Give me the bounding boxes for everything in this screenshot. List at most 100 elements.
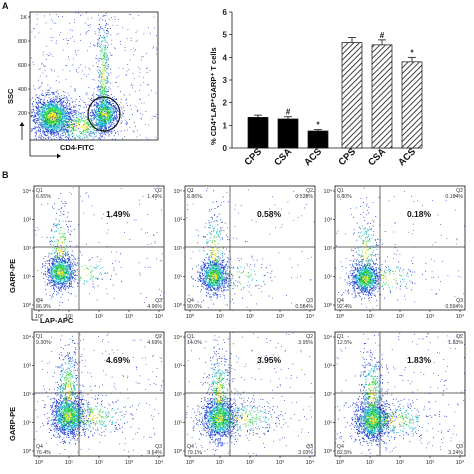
- facs-top-dot: [157, 79, 159, 81]
- facs-top-dot: [79, 96, 81, 97]
- facs-dot: [54, 282, 56, 284]
- facs-top-dot: [46, 92, 48, 94]
- facs-top-dot: [61, 118, 62, 120]
- facs-dot: [61, 256, 63, 257]
- facs-dot: [61, 233, 63, 234]
- facs-top-dot: [46, 127, 47, 128]
- facs-top-dot: [97, 111, 99, 112]
- facs-dot: [67, 277, 68, 279]
- facs-dot: [67, 267, 69, 268]
- facs-top-dot: [83, 107, 85, 108]
- facs-dot: [70, 272, 72, 274]
- facs-dot: [53, 270, 55, 272]
- facs-top-dot: [41, 124, 43, 126]
- facs-top-dot: [107, 66, 108, 67]
- facs-top-dot: [51, 132, 53, 134]
- facs-dot: [57, 279, 59, 281]
- facs-top-dot: [71, 128, 73, 130]
- facs-dot: [61, 259, 63, 261]
- facs-top-y-tick-label: 1K: [20, 15, 27, 21]
- facs-dot: [63, 282, 65, 284]
- facs-top-dot: [100, 128, 102, 130]
- facs-top-dot: [76, 125, 77, 127]
- facs-top-dot: [138, 66, 140, 68]
- facs-top-dot: [66, 117, 68, 119]
- facs-dot: [64, 268, 66, 270]
- facs-dot: [70, 269, 72, 270]
- facs-top-dot: [65, 112, 67, 113]
- facs-top-dot: [72, 124, 74, 126]
- bar-marks: #*#*: [247, 31, 423, 149]
- facs-top-dot: [107, 118, 109, 120]
- facs-dot: [70, 193, 72, 195]
- facs-dot: [51, 273, 52, 275]
- facs-top-dot: [101, 131, 103, 133]
- facs-dot: [54, 255, 56, 257]
- facs-top-dot: [56, 117, 58, 119]
- facs-dot: [60, 237, 62, 239]
- facs-dot: [64, 280, 65, 282]
- facs-top-dot: [64, 128, 66, 130]
- facs-top-dot: [103, 107, 105, 109]
- facs-top-dot: [97, 118, 99, 120]
- facs-dot: [70, 262, 72, 264]
- facs-top-dot: [58, 130, 60, 132]
- facs-top-dot: [84, 120, 86, 121]
- facs-top-dot: [110, 124, 112, 126]
- facs-top-dot: [69, 123, 71, 125]
- facs-top-dot: [49, 118, 50, 120]
- facs-dot: [59, 264, 61, 266]
- facs-dot: [68, 271, 69, 273]
- facs-top-dot: [150, 32, 151, 34]
- facs-dot: [53, 280, 55, 282]
- facs-top-dot: [41, 103, 43, 105]
- facs-dot: [46, 276, 48, 278]
- facs-top-dot: [101, 49, 103, 50]
- facs-top-dot: [33, 64, 35, 65]
- facs-top-dot: [104, 87, 106, 89]
- facs-top-dot: [55, 107, 56, 108]
- facs-top-dot: [112, 115, 113, 117]
- facs-dot: [55, 249, 57, 250]
- facs-top-dot: [106, 128, 108, 129]
- facs-dot: [66, 254, 67, 256]
- facs-top-dot: [41, 115, 43, 117]
- facs-top-dot: [67, 120, 69, 122]
- facs-top-dot: [54, 138, 55, 140]
- facs-top-dot: [42, 130, 44, 132]
- facs-top-dot: [113, 116, 115, 118]
- facs-top-dot: [60, 128, 62, 130]
- facs-dot: [54, 290, 55, 292]
- facs-dot: [55, 264, 57, 266]
- facs-top-dot: [43, 126, 44, 128]
- facs-dot: [64, 261, 66, 263]
- facs-top-dot: [64, 107, 65, 109]
- facs-top-dot: [62, 49, 64, 51]
- facs-top-dot: [86, 121, 88, 123]
- facs-top-dot: [101, 135, 103, 137]
- facs-dot: [54, 280, 56, 282]
- facs-dot: [55, 266, 57, 268]
- facs-top-dot: [104, 52, 106, 53]
- facs-top-dot: [96, 130, 98, 132]
- facs-dot: [53, 264, 54, 266]
- facs-top-dot: [44, 65, 46, 67]
- gate-circle: [87, 96, 121, 132]
- facs-top-dot: [118, 33, 119, 34]
- facs-top-dot: [42, 124, 44, 125]
- facs-top-dot: [100, 108, 102, 110]
- facs-top-dot: [49, 113, 51, 115]
- facs-top-dot: [40, 119, 42, 120]
- facs-top-dot: [105, 98, 107, 100]
- facs-dot: [62, 283, 64, 285]
- facs-dot: [64, 263, 66, 264]
- facs-top-dot: [107, 114, 109, 116]
- facs-top-dot: [79, 112, 81, 114]
- facs-top-dot: [57, 104, 59, 106]
- facs-top-dot: [55, 111, 57, 113]
- facs-top-dot: [50, 103, 52, 105]
- facs-dot: [52, 275, 54, 277]
- facs-dot: [68, 269, 70, 271]
- facs-top-dot: [64, 116, 66, 118]
- facs-top-dot: [107, 46, 108, 48]
